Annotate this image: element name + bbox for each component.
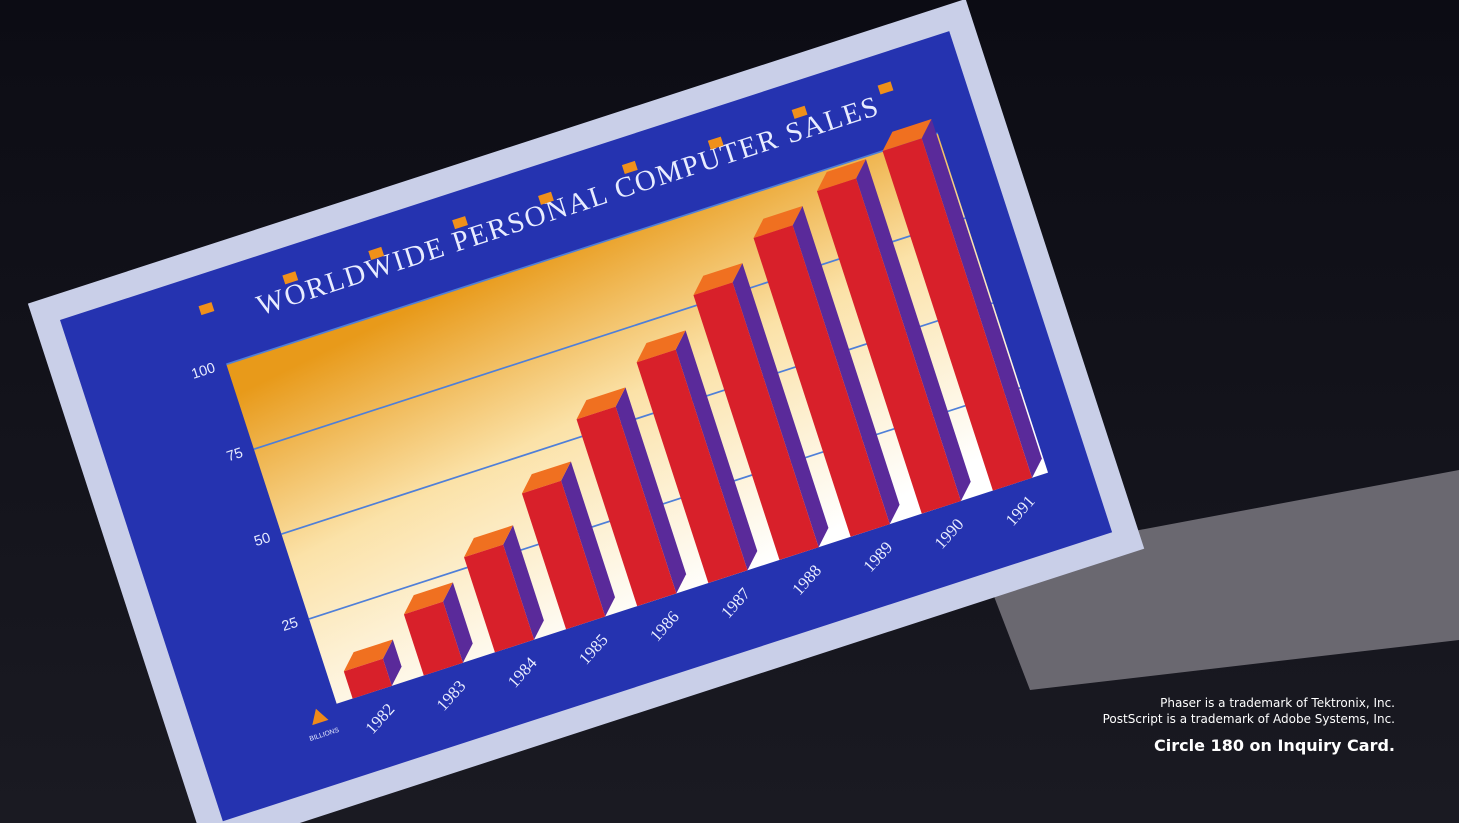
- bar-top: [403, 582, 453, 615]
- bar: [576, 406, 677, 607]
- bar-top: [882, 119, 932, 152]
- bar: [343, 658, 392, 699]
- bar: [464, 544, 535, 653]
- bar-top: [753, 206, 803, 239]
- decor-square: [198, 302, 215, 316]
- bar-side: [503, 525, 544, 640]
- bar-side: [443, 582, 473, 663]
- note: PostScript is a trademark of Adobe Syste…: [1102, 712, 1395, 726]
- bar-side: [856, 159, 971, 501]
- note: Circle 180 on Inquiry Card.: [1154, 736, 1395, 755]
- bar-side: [561, 461, 616, 617]
- y-tick-label: 75: [225, 445, 245, 465]
- bar-side: [732, 263, 829, 548]
- decor-square: [538, 191, 554, 205]
- chart-sheet: WORLDWIDE PERSONAL COMPUTER SALES BILLIO…: [27, 0, 1145, 823]
- bar-top: [816, 159, 866, 192]
- bar: [753, 225, 890, 537]
- decor-square: [621, 160, 638, 175]
- bar-side: [921, 119, 1042, 478]
- bar: [816, 178, 961, 514]
- bar-top: [693, 263, 743, 296]
- decor-square: [368, 246, 385, 261]
- bar-top: [636, 330, 686, 363]
- y-tick-label: 50: [252, 530, 272, 550]
- origin-marker: [312, 708, 329, 726]
- bar-side: [675, 330, 758, 571]
- bar-top: [576, 387, 626, 420]
- bar: [403, 601, 463, 676]
- bar: [521, 480, 606, 630]
- decor-square: [791, 105, 808, 119]
- note: Phaser is a trademark of Tektronix, Inc.: [1160, 696, 1395, 710]
- decor-square: [707, 136, 724, 150]
- decor-square: [877, 81, 894, 95]
- bar-top: [343, 639, 393, 672]
- bar-top: [521, 461, 571, 494]
- bar: [636, 349, 748, 584]
- grid-line: [226, 132, 938, 366]
- decor-square: [452, 216, 468, 230]
- y-tick-label: 25: [280, 615, 300, 635]
- decor-square: [282, 271, 299, 285]
- printer-tray: [980, 470, 1459, 690]
- bar: [882, 138, 1033, 491]
- bar-top: [464, 525, 513, 558]
- bar: [693, 282, 819, 560]
- bar-side: [382, 639, 402, 686]
- bar-side: [615, 387, 687, 594]
- bar-side: [792, 206, 900, 525]
- y-tick-label: 100: [190, 360, 218, 383]
